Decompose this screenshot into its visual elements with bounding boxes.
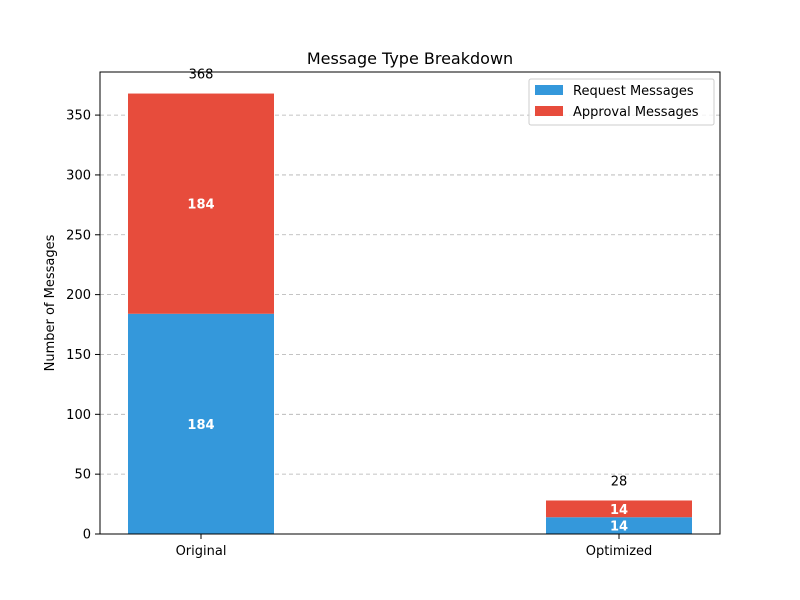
segment-value-label: 14 bbox=[610, 503, 628, 518]
legend-box bbox=[528, 78, 715, 126]
grid-lines bbox=[100, 114, 720, 475]
bar-approval-optimized bbox=[546, 500, 692, 518]
y-tick-label: 0 bbox=[83, 528, 91, 543]
y-tick-label: 100 bbox=[66, 408, 91, 423]
bar-request-original bbox=[128, 313, 274, 534]
legend-label: Approval Messages bbox=[573, 105, 699, 120]
x-tick-label: Original bbox=[176, 544, 227, 559]
x-tick-label: Optimized bbox=[586, 544, 653, 559]
legend-swatch bbox=[535, 85, 563, 95]
x-axis: Original Optimized bbox=[176, 534, 653, 559]
segment-value-label: 184 bbox=[187, 418, 214, 433]
chart-title: Message Type Breakdown bbox=[307, 49, 513, 68]
total-value-label: 28 bbox=[611, 474, 628, 489]
data-labels: 184 184 368 14 14 28 bbox=[187, 68, 628, 535]
bars bbox=[128, 93, 692, 534]
bar-approval-original bbox=[128, 93, 274, 314]
legend: Request Messages Approval Messages bbox=[528, 78, 715, 126]
legend-label: Request Messages bbox=[573, 84, 694, 99]
y-axis: 0 50 100 150 200 250 300 350 bbox=[66, 109, 100, 543]
y-tick-label: 350 bbox=[66, 109, 91, 124]
y-tick-label: 200 bbox=[66, 288, 91, 303]
bar-request-optimized bbox=[546, 517, 692, 534]
y-tick-label: 300 bbox=[66, 168, 91, 183]
y-tick-label: 150 bbox=[66, 348, 91, 363]
y-tick-label: 250 bbox=[66, 228, 91, 243]
plot-frame bbox=[99, 71, 721, 535]
segment-value-label: 184 bbox=[187, 198, 214, 213]
y-axis-label: Number of Messages bbox=[43, 234, 58, 371]
y-tick-label: 50 bbox=[74, 468, 91, 483]
total-value-label: 368 bbox=[189, 68, 214, 83]
legend-swatch bbox=[535, 106, 563, 116]
segment-value-label: 14 bbox=[610, 520, 628, 535]
